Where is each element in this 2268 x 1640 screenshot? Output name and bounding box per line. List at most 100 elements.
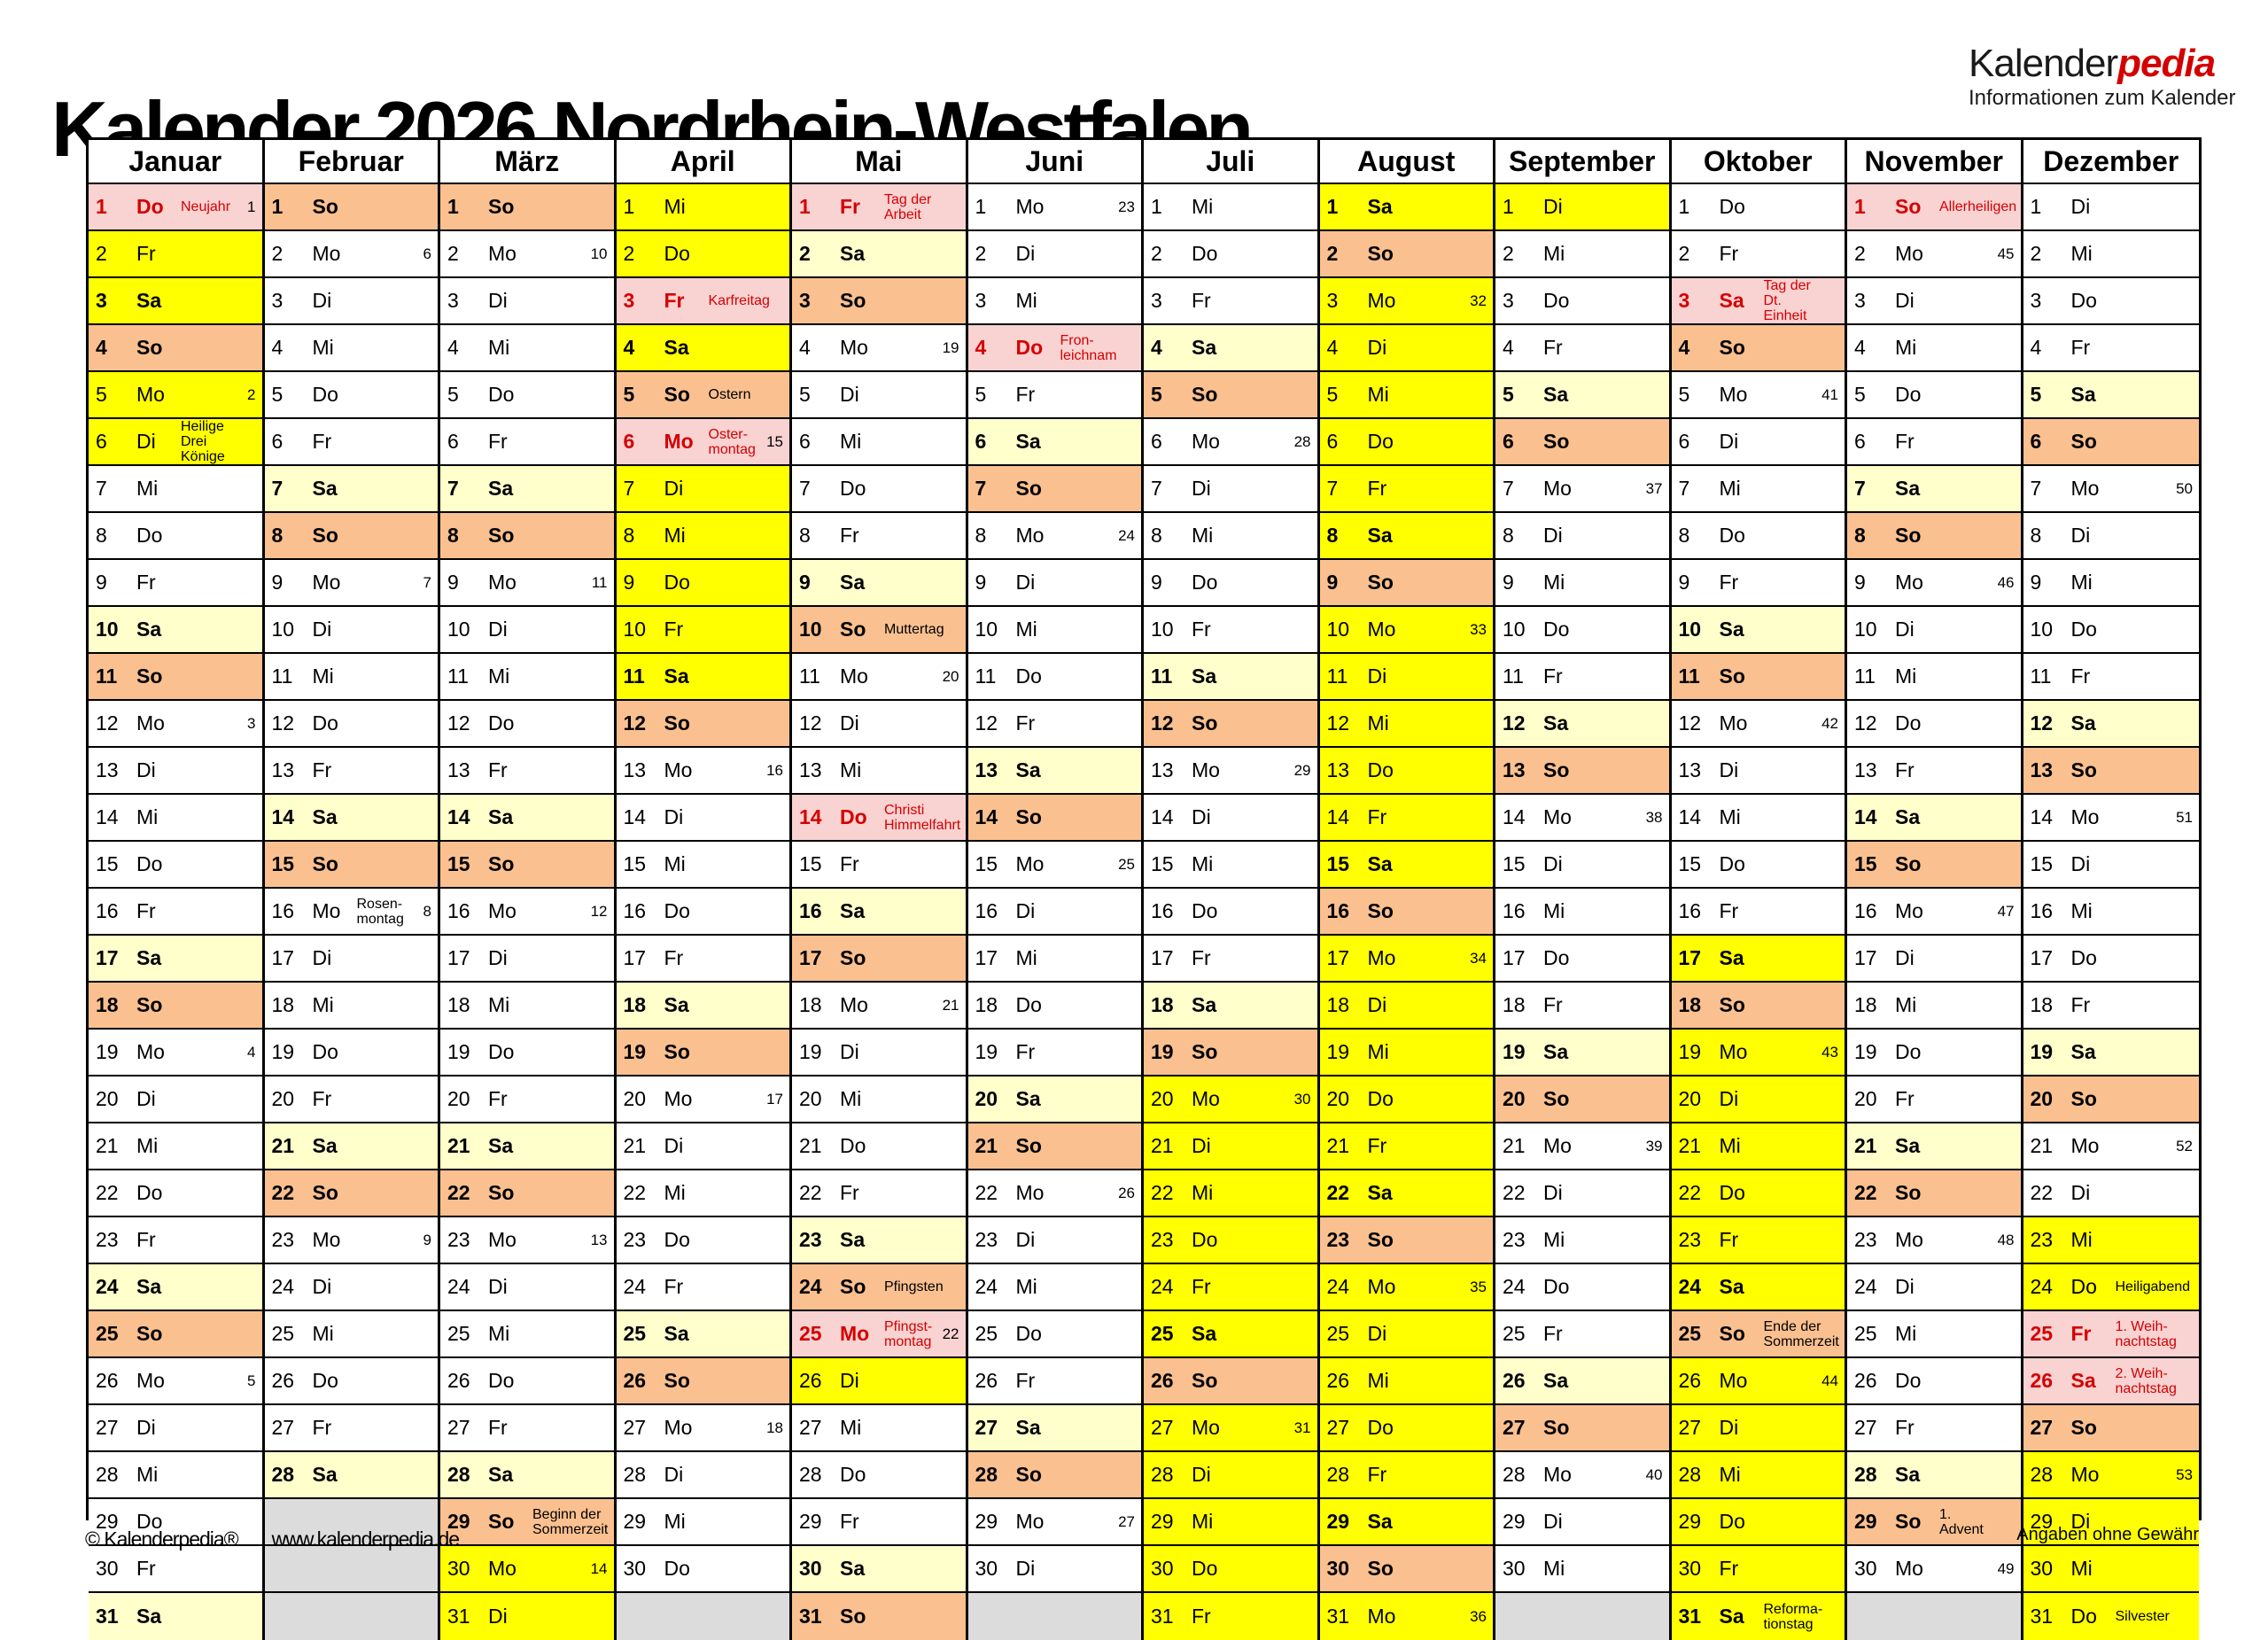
day-number: 20 [1503, 1087, 1526, 1110]
weekday-abbr: Di [1719, 430, 1739, 453]
day-cell: 15 Di [2023, 842, 2199, 889]
day-number: 6 [799, 430, 811, 453]
day-cell: 15 Di [1495, 842, 1669, 889]
day-cell: 20 So [1495, 1076, 1669, 1123]
weekday-abbr: Mo [2070, 805, 2100, 828]
day-number: 25 [799, 1322, 822, 1345]
day-cell: 13 Fr [1847, 748, 2021, 795]
day-number: 11 [623, 665, 645, 688]
day-number: 6 [2030, 430, 2042, 453]
day-number: 24 [1503, 1275, 1526, 1298]
day-cell: 18 So [1671, 983, 1845, 1030]
day-number: 27 [1678, 1416, 1702, 1439]
day-cell: 30 So [1319, 1546, 1493, 1593]
day-number: 23 [96, 1228, 119, 1251]
day-cell: 11 Mo 20 [792, 654, 966, 701]
weekday-abbr: Mi [1543, 242, 1565, 265]
weekday-abbr: Mo [312, 899, 341, 922]
day-number: 26 [447, 1369, 470, 1392]
day-cell: 27 Fr [264, 1405, 438, 1452]
day-number: 30 [623, 1557, 647, 1580]
day-cell: 13 Mo 16 [616, 748, 789, 795]
day-number: 8 [2030, 524, 2042, 547]
weekday-abbr: Do [1543, 618, 1570, 641]
day-number: 18 [1326, 993, 1350, 1016]
day-cell: 23 Fr [89, 1217, 262, 1264]
day-number: 6 [1151, 430, 1162, 453]
day-cell: 7 Di [1144, 466, 1317, 513]
day-cell: 15 Mi [1144, 842, 1317, 889]
weekday-abbr: Mi [1367, 1369, 1389, 1392]
day-cell: 31 Mo 36 [1319, 1593, 1493, 1640]
day-number: 26 [1151, 1369, 1174, 1392]
day-cell: 2 Sa [792, 231, 966, 278]
week-number: 53 [2176, 1465, 2193, 1483]
day-number: 20 [1326, 1087, 1350, 1110]
day-cell: 1 Mi [1144, 184, 1317, 231]
weekday-abbr: Mo [840, 665, 868, 688]
day-number: 21 [1326, 1134, 1350, 1157]
day-cell: 28 Mi [1671, 1452, 1845, 1499]
day-cell: 30 Di [967, 1546, 1141, 1593]
day-cell: 12 Sa [1495, 701, 1669, 748]
weekday-abbr: Mo [136, 383, 165, 406]
weekday-abbr: So [1192, 1040, 1218, 1063]
month-column-november: November 1 So Allerheiligen 2 Mo 45 3 Di 4 Mi 5 Do 6 F… [1847, 140, 2023, 1640]
day-cell: 3 Fr [1144, 278, 1317, 325]
day-number: 22 [1678, 1181, 1702, 1204]
day-cell: 20 Fr [264, 1076, 438, 1123]
day-number: 23 [271, 1228, 295, 1251]
day-number: 20 [1854, 1087, 1877, 1110]
day-cell: 23 Do [616, 1217, 789, 1264]
day-cell: 5 Do [440, 372, 614, 419]
day-cell: 9 Mo 46 [1847, 560, 2021, 607]
day-cell: 4 Do Fron- leichnam [967, 325, 1141, 372]
day-number: 21 [1151, 1134, 1174, 1157]
day-number: 27 [799, 1416, 822, 1439]
day-number: 25 [2030, 1322, 2054, 1345]
day-cell: 15 Sa [1319, 842, 1493, 889]
day-cell: 29 Mi [1144, 1499, 1317, 1546]
empty-cell [616, 1593, 789, 1640]
day-number: 27 [2030, 1416, 2054, 1439]
weekday-abbr: Sa [1015, 1416, 1041, 1439]
day-cell: 31 Sa [89, 1593, 262, 1640]
weekday-abbr: So [1719, 1322, 1745, 1345]
weekday-abbr: Sa [2070, 1369, 2096, 1392]
day-cell: 16 Di [967, 889, 1141, 936]
day-number: 29 [1326, 1510, 1350, 1533]
weekday-abbr: Mo [1367, 1275, 1396, 1298]
day-cell: 20 Mi [792, 1076, 966, 1123]
day-number: 25 [271, 1322, 295, 1345]
weekday-abbr: Do [664, 1228, 690, 1251]
weekday-abbr: Fr [1543, 336, 1563, 359]
weekday-abbr: Mi [1719, 1463, 1741, 1486]
weekday-abbr: Mi [840, 1416, 862, 1439]
day-cell: 7 Sa [1847, 466, 2021, 513]
day-cell: 29 So Beginn der Sommerzeit [440, 1499, 614, 1546]
day-cell: 24 Do [1495, 1264, 1669, 1311]
day-number: 31 [799, 1605, 822, 1628]
day-cell: 25 Sa [616, 1311, 789, 1358]
week-number: 12 [590, 902, 608, 920]
day-cell: 19 So [1144, 1030, 1317, 1076]
day-cell: 16 Mi [2023, 889, 2199, 936]
day-number: 28 [1678, 1463, 1702, 1486]
day-cell: 8 Mi [616, 513, 789, 560]
day-number: 20 [975, 1087, 998, 1110]
day-cell: 6 Fr [440, 419, 614, 466]
holiday-label: 2. Weih- nachtstag [2115, 1365, 2177, 1396]
day-number: 14 [975, 805, 998, 828]
weekday-abbr: Sa [1543, 383, 1569, 406]
day-number: 17 [1151, 946, 1174, 969]
weekday-abbr: Do [1015, 1322, 1042, 1345]
day-cell: 26 Mo 44 [1671, 1358, 1845, 1405]
day-number: 21 [1503, 1134, 1526, 1157]
weekday-abbr: Do [664, 242, 690, 265]
day-cell: 8 Di [1495, 513, 1669, 560]
weekday-abbr: Fr [1543, 1322, 1563, 1345]
holiday-label: Allerheiligen [1939, 199, 2017, 214]
weekday-abbr: Di [1895, 946, 1915, 969]
week-number: 42 [1821, 714, 1838, 732]
day-cell: 21 Sa [264, 1123, 438, 1170]
